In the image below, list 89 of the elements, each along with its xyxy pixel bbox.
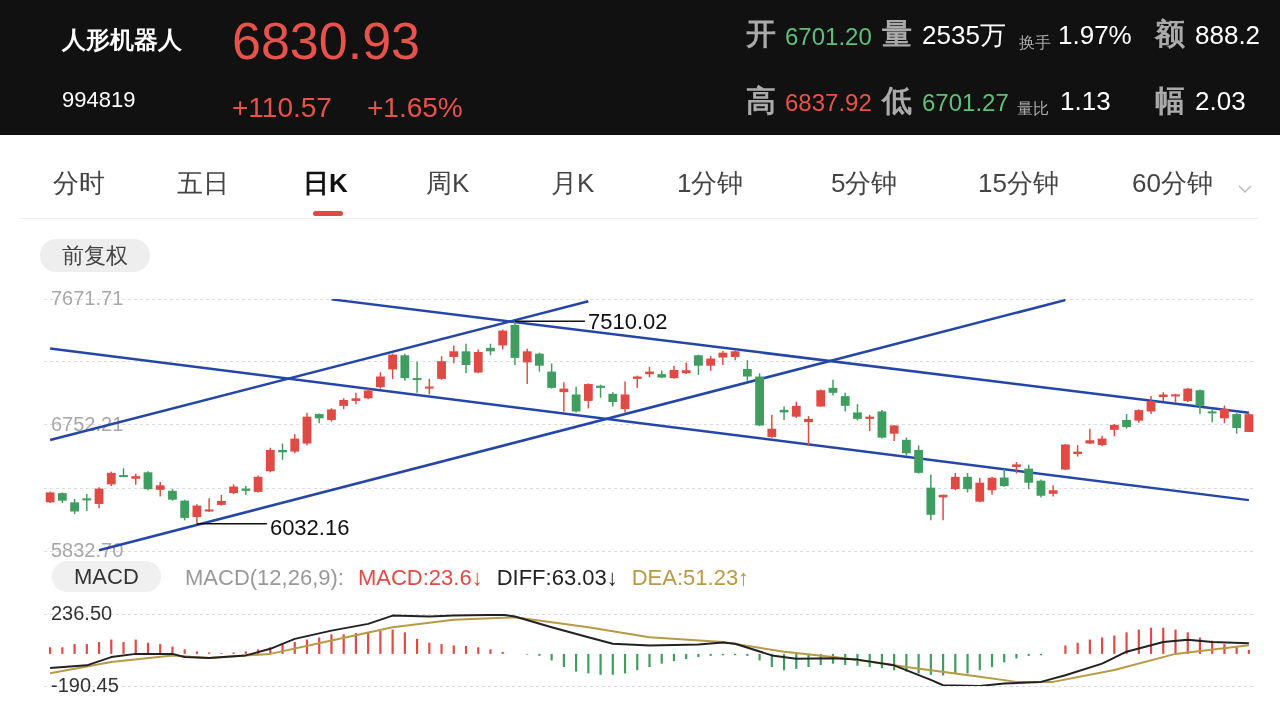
bar	[990, 653, 994, 668]
bar	[562, 653, 565, 668]
text: 换手	[1019, 34, 1051, 53]
text: 1.13	[1060, 86, 1111, 117]
bar	[391, 629, 394, 654]
text: 5分钟	[831, 168, 898, 199]
bar	[575, 653, 578, 672]
text: 前复权	[40, 239, 150, 273]
series-label: DEA:51.23↑	[631, 565, 750, 591]
text: 人形机器人	[62, 26, 182, 54]
bar	[660, 653, 663, 664]
text: 量	[882, 17, 912, 52]
text: 6701.20	[785, 23, 872, 51]
bar	[415, 638, 419, 654]
annotation: 7510.02	[587, 309, 668, 335]
text: 幅	[1155, 84, 1185, 119]
text: +1.65%	[367, 92, 463, 125]
y-tick-label: 236.50	[51, 601, 113, 624]
bar	[477, 647, 480, 654]
bar	[1015, 653, 1018, 659]
bar	[452, 645, 455, 654]
candlestick	[681, 362, 691, 374]
text: 2535万	[922, 20, 1006, 51]
bar	[464, 645, 468, 654]
bar	[122, 642, 125, 654]
candlestick	[241, 486, 251, 495]
text: 2.03	[1195, 86, 1246, 117]
text: 994819	[62, 87, 136, 113]
text: 额	[1155, 17, 1185, 52]
text: 周K	[426, 168, 470, 199]
text: 分时	[53, 168, 105, 199]
bar	[648, 653, 651, 668]
bar	[73, 644, 76, 654]
text: +110.57	[232, 92, 332, 125]
chart-subtitle: MACD(12,26,9):	[185, 565, 344, 591]
text: 高	[746, 84, 776, 119]
text: 6837.92	[785, 89, 872, 117]
bar	[538, 653, 541, 656]
candlestick	[1207, 409, 1217, 423]
candlestick	[351, 392, 361, 405]
bar	[1027, 653, 1030, 656]
bar	[709, 653, 712, 656]
bar	[1113, 635, 1116, 654]
text: 五日	[177, 168, 229, 199]
bar	[85, 644, 88, 654]
y-tick-label: -190.45	[51, 673, 119, 696]
text: 日K	[303, 168, 348, 199]
bar	[697, 653, 700, 658]
bar	[746, 653, 749, 656]
text: 1分钟	[677, 168, 744, 199]
text: 1.97%	[1058, 20, 1132, 51]
bar	[599, 653, 602, 675]
bar	[611, 653, 614, 675]
bar	[49, 647, 52, 654]
bar	[379, 630, 382, 654]
text: 888.2	[1195, 20, 1261, 51]
text: 6701.27	[922, 89, 1009, 117]
y-tick-label: 7671.71	[51, 286, 124, 309]
series-label: DIFF:63.03↓	[496, 565, 618, 591]
bar	[195, 651, 199, 654]
bar	[489, 649, 492, 654]
bar	[403, 632, 406, 654]
bar	[61, 647, 64, 654]
text: 月K	[551, 168, 595, 199]
text: 开	[746, 17, 776, 52]
series-label: MACD:23.6↓	[357, 565, 483, 591]
bar	[440, 644, 443, 654]
candlestick	[204, 498, 214, 513]
bar	[1125, 632, 1128, 654]
text: 低	[882, 84, 912, 119]
y-tick-label: 5832.70	[51, 538, 124, 561]
text: 60分钟	[1132, 168, 1213, 199]
bar	[330, 634, 333, 654]
text: 15分钟	[978, 168, 1059, 199]
text: 量比	[1017, 100, 1049, 119]
bar	[758, 653, 761, 661]
text: 6830.93	[232, 12, 420, 72]
candlestick	[449, 345, 459, 364]
bar	[183, 649, 186, 654]
candlestick	[522, 348, 532, 385]
bar	[97, 642, 101, 654]
candlestick	[1085, 428, 1095, 445]
bar	[244, 651, 247, 654]
candlestick	[82, 494, 92, 512]
bar	[966, 653, 969, 674]
annotation: 6032.16	[269, 514, 350, 540]
chart-title: MACD	[52, 561, 161, 593]
bar	[501, 651, 504, 654]
bar	[1064, 645, 1067, 654]
